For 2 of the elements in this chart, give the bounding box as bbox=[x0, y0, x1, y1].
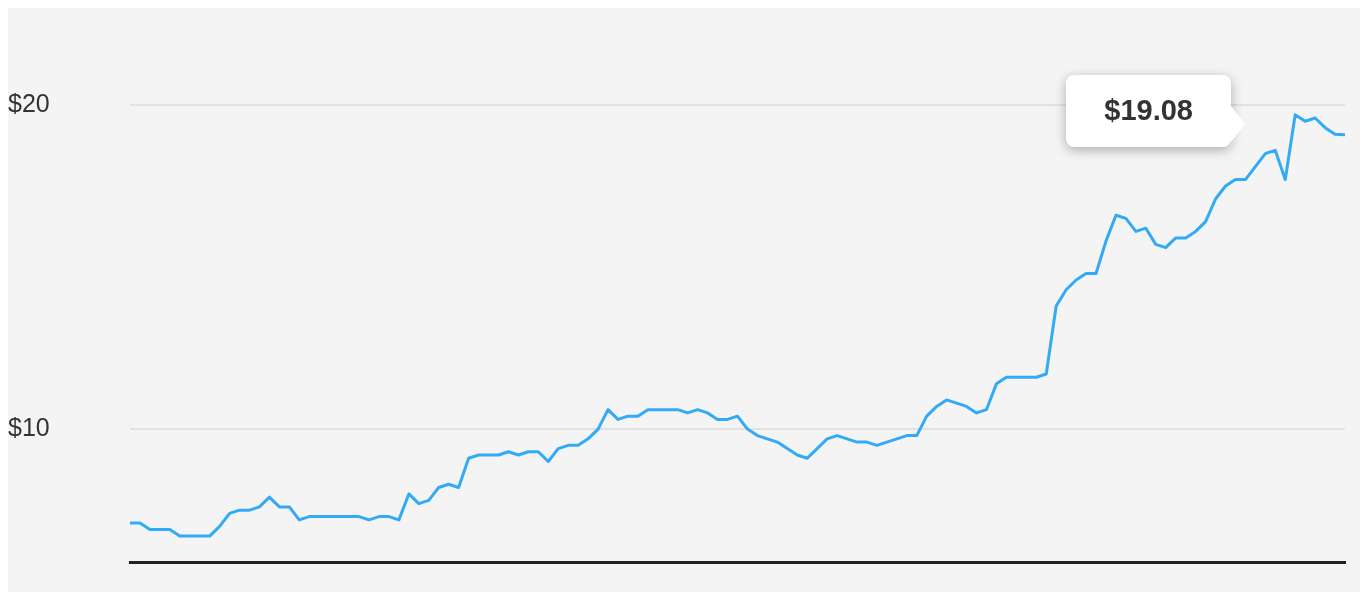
y-tick-label: $10 bbox=[8, 413, 50, 441]
y-tick-label: $20 bbox=[8, 88, 50, 117]
